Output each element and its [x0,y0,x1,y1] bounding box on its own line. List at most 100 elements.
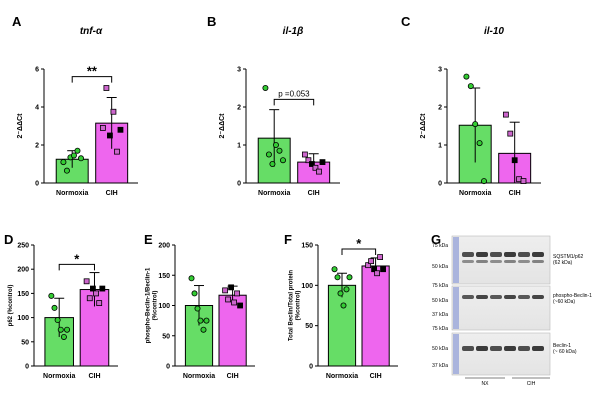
data-point [319,159,326,166]
y-tick-label: 3 [438,67,442,74]
data-point [117,126,124,133]
significance-bracket [341,248,377,256]
y-tick-label: 0 [35,181,39,188]
data-point [110,108,117,115]
marker-label: 37 kDa [432,363,448,369]
data-point [86,295,93,302]
y-tick-label: 6 [35,67,39,74]
blot-band [518,346,530,351]
data-point [337,290,344,297]
y-tick-label: 2 [438,105,442,112]
y-tick-label: 0 [309,364,313,371]
x-tick-label: Normoxia [326,373,358,380]
y-axis-label: 2⁻ΔΔCt [420,113,427,139]
x-tick-label: Normoxia [43,373,75,380]
y-tick-label: 0 [237,181,241,188]
data-point [368,258,375,265]
y-tick-label: 0 [166,364,170,371]
data-point [99,125,106,131]
y-tick-label: 150 [301,243,313,250]
data-point [279,157,286,164]
blot-band [532,346,544,351]
data-point [463,73,470,80]
y-tick-label: 200 [158,243,170,250]
data-point [316,168,322,175]
y-tick-label: 150 [158,273,170,280]
y-tick-label: 150 [17,291,29,298]
data-point [70,152,77,159]
blot-band [476,295,488,299]
blot-protein-size: (62 kDa) [553,260,573,266]
panel-letter: E [144,232,153,247]
y-tick-label: 4 [35,105,39,112]
data-point [467,83,474,90]
y-tick-label: 50 [21,339,29,346]
blot-band [504,295,516,299]
y-tick-label: 2 [35,143,39,150]
x-tick-label: Normoxia [56,190,88,197]
data-point [265,151,272,158]
blot-band [490,295,502,299]
data-point [57,326,64,333]
data-point [374,270,380,277]
y-axis-label: 2⁻ΔΔCt [17,113,24,139]
data-point [380,266,386,273]
significance-bracket [58,263,95,271]
data-point [54,317,61,324]
panel-letter: D [4,232,13,247]
blot-band [518,252,530,257]
data-point [377,254,383,261]
y-tick-label: 1 [438,143,442,150]
data-point [96,300,103,306]
data-point [237,302,243,309]
data-point [63,167,70,174]
blot-band [476,346,488,351]
data-point [343,286,350,293]
data-point [476,140,483,147]
data-point [305,157,312,164]
data-point [64,326,71,333]
chart-title: tnf-α [80,26,103,37]
data-point [371,266,378,273]
marker-label: 75 kDa [432,243,448,249]
data-point [272,141,279,148]
blot-protein-size: (~60 kDa) [553,299,575,305]
y-tick-label: 0 [438,181,442,188]
y-axis-label: p62 (%control) [8,285,14,327]
blot-band [518,295,530,299]
y-axis-label: 2⁻ΔΔCt [219,113,226,139]
y-axis-label: (%control) [153,291,159,321]
x-tick-label: CIH [308,190,320,197]
data-point [99,285,106,292]
group-label-cih: CIH [527,381,536,387]
data-point [200,326,207,333]
data-point [231,299,237,306]
blot-band [504,252,516,257]
y-tick-label: 100 [158,303,170,310]
blot-bands [462,252,544,351]
data-point [228,284,235,291]
data-point [520,178,527,185]
x-tick-label: CIH [88,373,100,380]
data-point [309,161,315,167]
blot-protein-label: phospho-Beclin-1 [553,293,592,299]
blot-membrane-middle [451,285,551,331]
western-blot-panel: G 75 kDa 50 kDa SQSTM1/p62 (62 kDa) 75 k… [431,232,592,387]
data-point [331,266,338,273]
data-point [480,178,487,185]
x-tick-label: Normoxia [258,190,290,197]
marker-label: 75 kDa [432,283,448,289]
chart-panel-F: F Total Beclin/Total protein (%control) 0 50… [284,232,398,380]
blot-band [490,346,502,351]
significance-bracket [71,76,113,83]
data-point [103,85,110,91]
blot-protein-size: (~ 60 kDa) [553,349,577,355]
y-axis-label: (%control) [296,291,302,321]
x-tick-label: CIH [370,373,382,380]
data-point [507,130,514,137]
blot-band [462,260,474,263]
data-point [74,147,81,154]
